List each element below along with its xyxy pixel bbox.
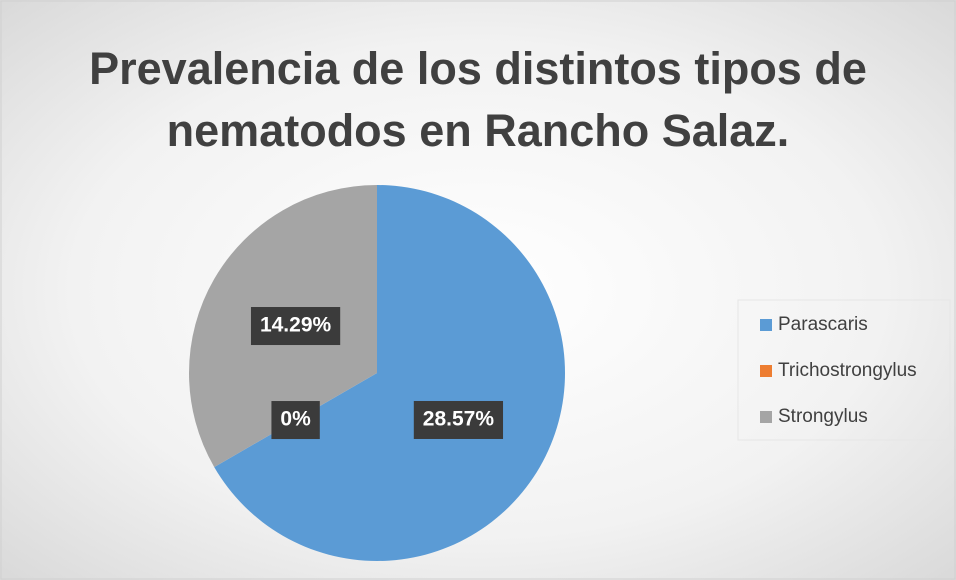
legend-box <box>737 299 951 441</box>
chart-title: Prevalencia de los distintos tipos de ne… <box>89 43 867 156</box>
pie-slice <box>214 185 566 561</box>
legend-label: Parascaris <box>778 314 868 335</box>
legend-swatch <box>760 365 772 377</box>
data-label-box <box>271 401 320 440</box>
data-label: 14.29% <box>260 314 332 337</box>
data-label: 28.57% <box>423 408 495 431</box>
legend-swatch <box>760 319 772 331</box>
data-label-box <box>413 400 504 439</box>
data-label: 0% <box>280 408 311 431</box>
legend-swatch <box>760 411 772 423</box>
legend-label: Strongylus <box>778 406 868 427</box>
legend-label: Trichostrongylus <box>778 360 917 381</box>
data-label-box <box>250 307 341 346</box>
